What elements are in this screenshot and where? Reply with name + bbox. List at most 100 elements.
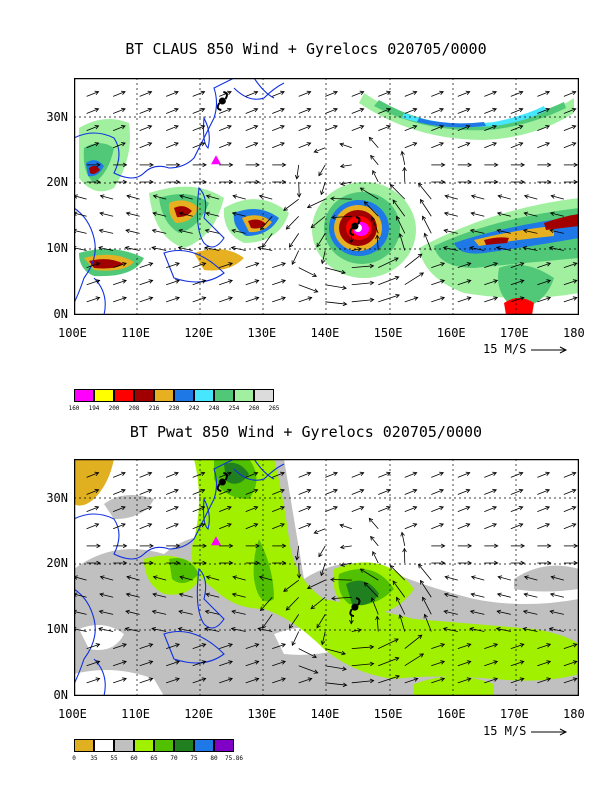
panel2-ref-vector-label: 15 M/S (483, 724, 527, 738)
wind-vector (139, 297, 153, 303)
wind-vector-head (255, 179, 260, 185)
wind-vector (484, 678, 498, 684)
wind-vector-head (281, 296, 286, 301)
wind-vector-head (122, 643, 127, 648)
wind-vector-head (94, 471, 100, 477)
wind-vector-head (470, 211, 476, 216)
wind-vector-head (497, 575, 503, 580)
wind-vector (378, 125, 391, 132)
wind-vector (351, 282, 374, 286)
wind-vector (331, 596, 352, 600)
wind-vector-head (306, 90, 312, 96)
wind-vector (152, 593, 167, 598)
colorbar-label: 160 (68, 405, 80, 412)
wind-vector (98, 628, 114, 632)
typhoon-symbol-north (218, 478, 226, 486)
wind-vector-head (231, 228, 236, 234)
wind-vector-head (545, 107, 551, 113)
wind-vector-head (228, 677, 233, 682)
wind-vector-head (227, 471, 232, 477)
wind-vector-head (122, 660, 127, 665)
wind-vector (166, 506, 179, 513)
wind-vector-head (467, 560, 473, 566)
wind-vector-head (149, 560, 154, 566)
wind-vector-head (340, 562, 345, 567)
wind-vector (205, 212, 220, 217)
colorbar-label: 55 (110, 755, 118, 762)
wind-vector-head (573, 543, 579, 549)
wind-vector-head (174, 506, 179, 511)
wind-vector (537, 643, 551, 649)
wind-vector-head (440, 179, 446, 185)
wind-vector (325, 472, 338, 478)
wind-vector (298, 297, 312, 303)
wind-vector-head (261, 624, 267, 629)
wind-vector-head (227, 506, 232, 511)
wind-vector (219, 489, 232, 495)
wind-vector-head (228, 296, 233, 301)
wind-vector-head (386, 107, 391, 113)
wind-vector (370, 536, 379, 547)
typhoon-symbol-arms (349, 216, 361, 237)
wind-vector-head (95, 677, 101, 682)
wind-vector (404, 472, 417, 478)
wind-vector (364, 582, 379, 598)
wind-vector-head (522, 609, 528, 615)
wind-vector (470, 610, 485, 615)
lon-tick-label: 170E (499, 707, 529, 721)
wind-vector-head (546, 296, 552, 301)
wind-vector (431, 678, 445, 684)
wind-vector-head (98, 228, 104, 234)
wind-vector-head (545, 125, 551, 130)
wind-vector-head (178, 228, 183, 234)
wind-vector (457, 280, 471, 286)
wind-vector-head (296, 193, 302, 198)
wind-vector (401, 151, 406, 165)
wind-vector-head (547, 162, 552, 168)
wind-vector (563, 125, 576, 132)
wind-vector-head (412, 90, 418, 96)
wind-vector (563, 472, 576, 478)
colorbar-label: 216 (148, 405, 160, 412)
wind-vector-head (179, 575, 185, 580)
wind-vector (524, 593, 538, 598)
wind-vector (484, 506, 497, 513)
wind-vector (86, 523, 99, 530)
wind-vector-head (121, 90, 126, 96)
wind-vector-head (440, 543, 446, 549)
wind-vector (178, 628, 193, 632)
wind-vector (291, 631, 300, 646)
wind-vector-head (320, 571, 325, 577)
colorbar-swatch (214, 389, 234, 402)
wind-vector-head (201, 262, 207, 267)
wind-vector (296, 164, 300, 179)
wind-vector-head (99, 194, 105, 199)
wind-vector-head (470, 592, 476, 597)
wind-vector-head (549, 592, 555, 597)
wind-vector (420, 199, 432, 217)
wind-vector-head (74, 211, 78, 216)
wind-vector-head (253, 523, 259, 528)
wind-vector (510, 297, 524, 303)
wind-vector-head (230, 626, 236, 632)
wind-vector (431, 489, 444, 495)
wind-vector-head (369, 644, 375, 650)
wind-vector-head (359, 90, 365, 96)
wind-vector-head (412, 523, 418, 528)
wind-vector (298, 523, 311, 530)
wind-vector (537, 297, 551, 303)
wind-vector (404, 142, 417, 149)
wind-vector (445, 576, 458, 581)
wind-vector-head (412, 506, 418, 511)
colorbar-label: 0 (72, 755, 76, 762)
colorbar-label: 248 (208, 405, 220, 412)
wind-vector-head (253, 107, 259, 113)
wind-vector-head (285, 606, 291, 611)
wind-vector-head (465, 488, 471, 494)
wind-vector (139, 125, 152, 132)
wind-vector (360, 568, 379, 581)
wind-vector-head (545, 142, 551, 147)
wind-vector (537, 142, 550, 149)
wind-vector (112, 125, 126, 132)
wind-vector (431, 108, 444, 114)
